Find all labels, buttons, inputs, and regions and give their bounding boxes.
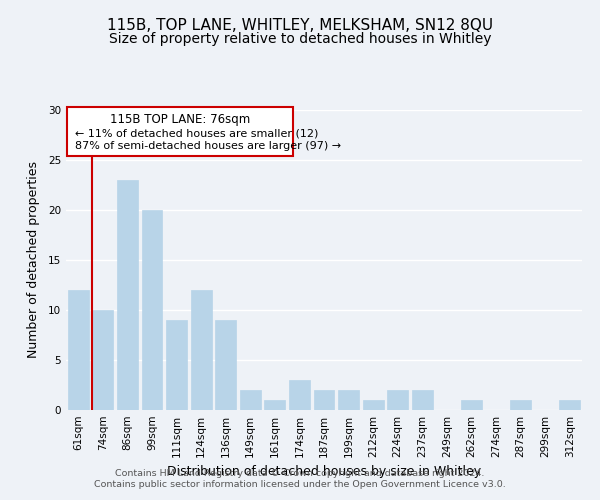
Bar — [559, 400, 580, 410]
Bar — [142, 210, 163, 410]
Bar — [338, 390, 359, 410]
Bar — [265, 400, 286, 410]
Text: Contains HM Land Registry data © Crown copyright and database right 2024.: Contains HM Land Registry data © Crown c… — [115, 468, 485, 477]
Text: 87% of semi-detached houses are larger (97) →: 87% of semi-detached houses are larger (… — [75, 142, 341, 152]
Text: Contains public sector information licensed under the Open Government Licence v3: Contains public sector information licen… — [94, 480, 506, 489]
Bar — [412, 390, 433, 410]
Bar — [289, 380, 310, 410]
Bar — [117, 180, 138, 410]
Text: 115B TOP LANE: 76sqm: 115B TOP LANE: 76sqm — [110, 113, 250, 126]
Bar — [215, 320, 236, 410]
Bar — [166, 320, 187, 410]
Bar — [240, 390, 261, 410]
Bar — [191, 290, 212, 410]
Bar — [68, 290, 89, 410]
Bar — [314, 390, 334, 410]
Text: ← 11% of detached houses are smaller (12): ← 11% of detached houses are smaller (12… — [75, 128, 319, 138]
Bar — [92, 310, 113, 410]
Bar — [510, 400, 531, 410]
Bar — [387, 390, 408, 410]
Y-axis label: Number of detached properties: Number of detached properties — [26, 162, 40, 358]
Text: 115B, TOP LANE, WHITLEY, MELKSHAM, SN12 8QU: 115B, TOP LANE, WHITLEY, MELKSHAM, SN12 … — [107, 18, 493, 32]
Bar — [362, 400, 383, 410]
Bar — [461, 400, 482, 410]
X-axis label: Distribution of detached houses by size in Whitley: Distribution of detached houses by size … — [167, 466, 481, 478]
Text: Size of property relative to detached houses in Whitley: Size of property relative to detached ho… — [109, 32, 491, 46]
